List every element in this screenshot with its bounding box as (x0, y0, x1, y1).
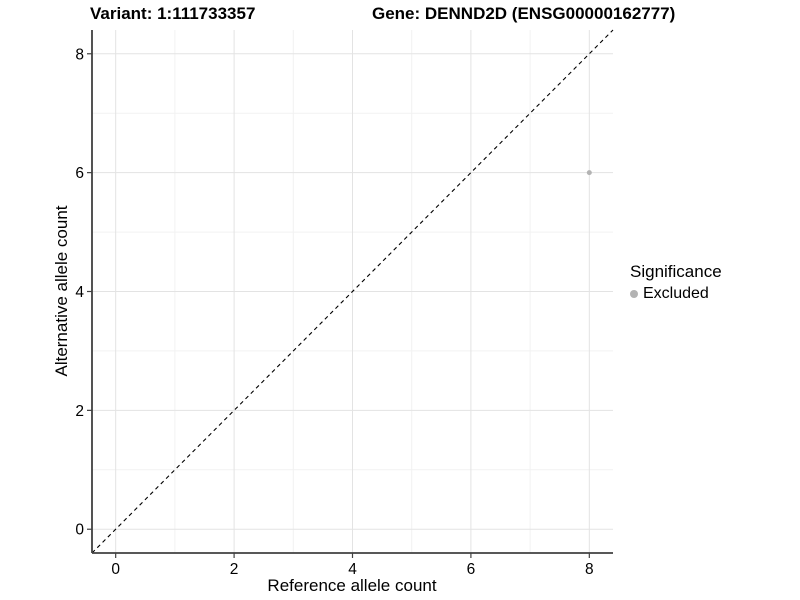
legend: Significance Excluded (630, 262, 722, 303)
legend-key-dot (630, 290, 638, 298)
y-axis-tick-label: 8 (75, 46, 84, 63)
legend-title: Significance (630, 262, 722, 281)
legend-item-label: Excluded (643, 285, 709, 302)
identity-reference-line (91, 29, 614, 554)
y-axis-tick-label: 6 (75, 165, 84, 182)
x-axis-tick-label: 2 (230, 561, 239, 578)
x-axis-tick-label: 8 (585, 561, 594, 578)
legend-item: Excluded (630, 285, 722, 303)
y-axis-tick-label: 0 (75, 522, 84, 539)
legend-items: Excluded (630, 285, 722, 303)
x-axis-title: Reference allele count (267, 576, 437, 595)
x-axis-tick-label: 4 (348, 561, 357, 578)
plot-title-gene: Gene: DENND2D (ENSG00000162777) (372, 4, 676, 23)
y-axis-tick-label: 2 (75, 403, 84, 420)
y-axis-tick-label: 4 (75, 284, 84, 301)
x-axis-tick-label: 0 (111, 561, 120, 578)
data-point (586, 170, 592, 176)
plot-title-variant: Variant: 1:111733357 (90, 4, 256, 23)
x-axis-tick-label: 6 (467, 561, 476, 578)
